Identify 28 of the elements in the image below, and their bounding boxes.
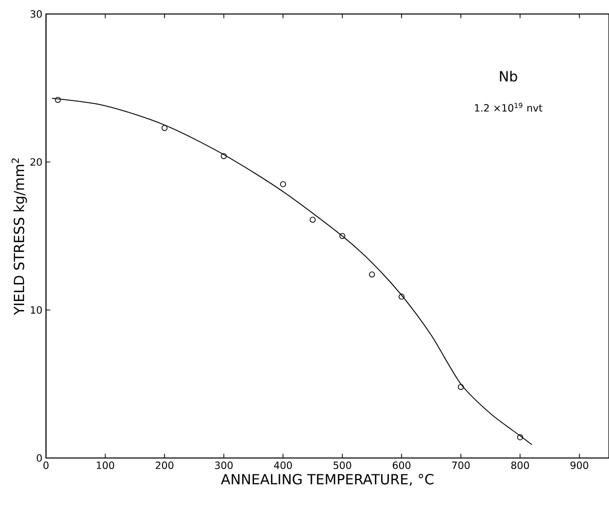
point: [220, 153, 227, 160]
y-tick-label: 10: [30, 306, 42, 314]
x-tick-label: 300: [215, 462, 233, 470]
x-tick-label: 200: [156, 462, 174, 470]
x-axis-title: ANNEALING TEMPERATURE, °C: [220, 474, 434, 486]
x-tick-label: 500: [334, 462, 352, 470]
y-axis-title: YIELD STRESS kg/mm$^{2}$: [12, 158, 27, 315]
point: [162, 124, 168, 131]
x-tick-label: 800: [511, 462, 529, 470]
x-tick-label: 700: [452, 462, 470, 470]
y-tick-label: 30: [30, 10, 42, 18]
point: [310, 216, 316, 223]
point: [54, 96, 61, 103]
y-tick-label: 20: [30, 158, 42, 166]
point: [368, 271, 375, 278]
x-tick-label: 900: [570, 462, 588, 470]
annotation: Nb: [500, 70, 518, 82]
point: [398, 294, 405, 300]
x-tick-label: 100: [96, 462, 114, 470]
x-tick-label: 400: [274, 462, 292, 470]
y-tick-label: 0: [36, 454, 42, 462]
point: [339, 233, 346, 239]
point: [280, 181, 286, 188]
point: [517, 434, 524, 440]
point: [458, 384, 464, 390]
annotation: 1.2 ×10$^{19}$ nvt: [475, 102, 542, 112]
x-tick-label: 0: [43, 462, 49, 470]
x-tick-label: 600: [392, 462, 410, 470]
